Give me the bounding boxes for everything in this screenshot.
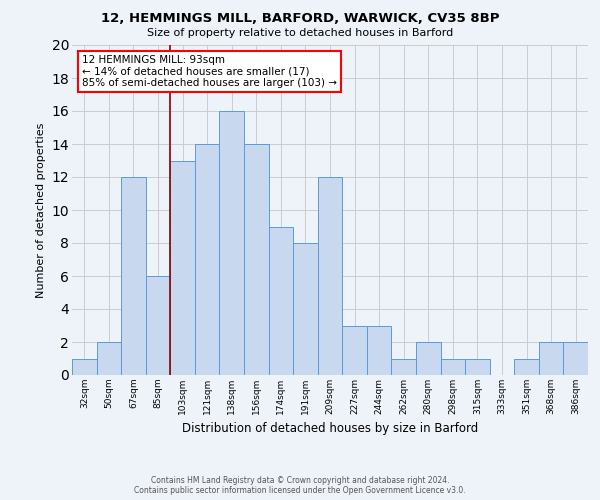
Text: Contains HM Land Registry data © Crown copyright and database right 2024.
Contai: Contains HM Land Registry data © Crown c… — [134, 476, 466, 495]
Bar — [72, 358, 97, 375]
Bar — [367, 326, 391, 375]
Bar — [440, 358, 465, 375]
X-axis label: Distribution of detached houses by size in Barford: Distribution of detached houses by size … — [182, 422, 478, 436]
Bar — [293, 243, 318, 375]
Bar — [416, 342, 440, 375]
Bar — [195, 144, 220, 375]
Text: 12 HEMMINGS MILL: 93sqm
← 14% of detached houses are smaller (17)
85% of semi-de: 12 HEMMINGS MILL: 93sqm ← 14% of detache… — [82, 55, 337, 88]
Bar — [539, 342, 563, 375]
Bar — [269, 226, 293, 375]
Bar — [342, 326, 367, 375]
Bar — [97, 342, 121, 375]
Text: 12, HEMMINGS MILL, BARFORD, WARWICK, CV35 8BP: 12, HEMMINGS MILL, BARFORD, WARWICK, CV3… — [101, 12, 499, 26]
Bar — [465, 358, 490, 375]
Text: Size of property relative to detached houses in Barford: Size of property relative to detached ho… — [147, 28, 453, 38]
Bar — [146, 276, 170, 375]
Bar — [318, 177, 342, 375]
Bar — [563, 342, 588, 375]
Y-axis label: Number of detached properties: Number of detached properties — [36, 122, 46, 298]
Bar — [244, 144, 269, 375]
Bar — [121, 177, 146, 375]
Bar — [391, 358, 416, 375]
Bar — [514, 358, 539, 375]
Bar — [220, 111, 244, 375]
Bar — [170, 160, 195, 375]
